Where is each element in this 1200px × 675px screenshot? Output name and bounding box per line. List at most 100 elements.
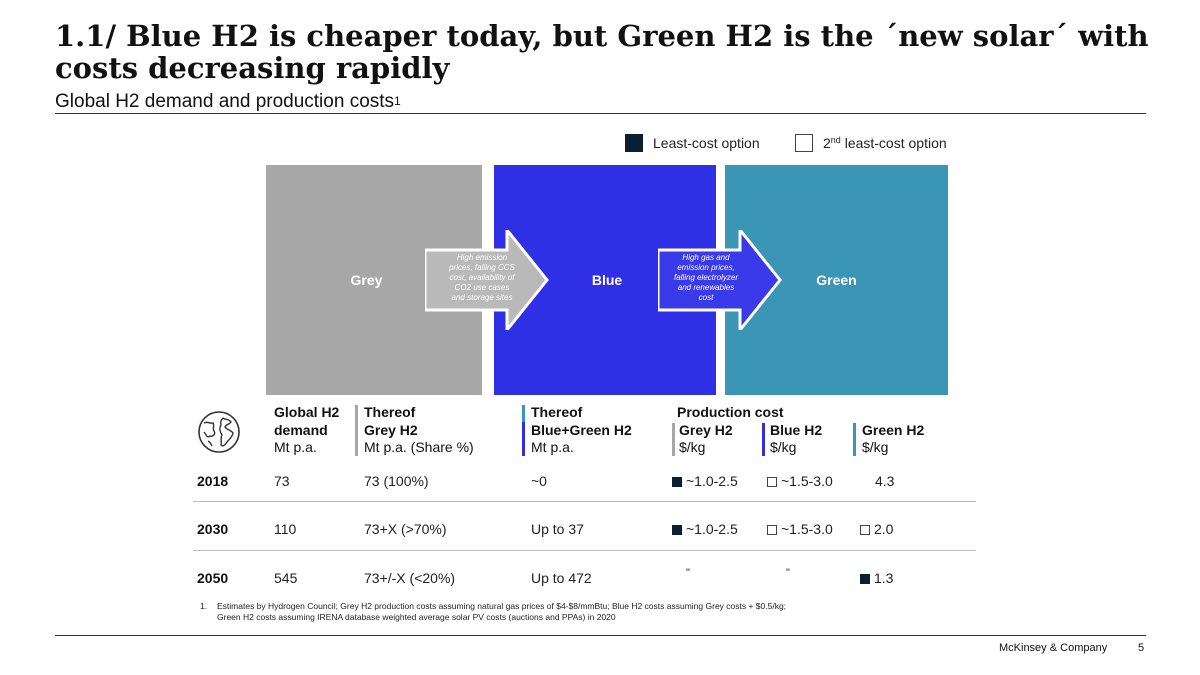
transition-line: prices, falling CCS <box>449 263 515 272</box>
header-thereof-grey: Thereof Grey H2 Mt p.a. (Share %) <box>364 404 474 457</box>
cell-blue-cost: " <box>786 567 790 579</box>
footnote-line: Estimates by Hydrogen Council; Grey H2 p… <box>217 601 787 611</box>
cell-grey-cost-value: ~1.0-2.5 <box>686 473 738 489</box>
page-number: 5 <box>1138 642 1145 654</box>
legend-least-cost-label: Least-cost option <box>653 135 760 151</box>
transition-line: falling electrolyzer <box>673 273 739 282</box>
cell-blue-cost: ~1.5-3.0 <box>767 521 833 537</box>
header-line: Mt p.a. (Share %) <box>364 439 474 455</box>
footnote: 1. Estimates by Hydrogen Council; Grey H… <box>200 601 920 622</box>
globe-icon <box>198 411 240 453</box>
bottom-divider <box>55 635 1146 636</box>
row-year: 2018 <box>197 473 229 489</box>
header-production-cost: Production cost <box>677 404 784 422</box>
cell-grey: 73+X (>70%) <box>364 521 447 537</box>
cell-bluegreen: ~0 <box>531 473 547 489</box>
row-divider <box>193 550 976 551</box>
footnote-line: Green H2 costs assuming IRENA database w… <box>217 611 616 622</box>
arrow-grey-to-blue-icon <box>425 230 549 330</box>
transition-line: and storage sites <box>451 293 513 302</box>
transition-line: cost <box>698 293 714 302</box>
empty-square-icon <box>860 525 870 535</box>
empty-square-icon <box>767 525 777 535</box>
cell-demand: 545 <box>274 570 298 586</box>
transition-line: emission prices, <box>677 263 735 272</box>
header-line: Green H2 <box>862 421 925 438</box>
header-line: Mt p.a. <box>531 439 574 455</box>
brand-name: McKinsey & Company <box>999 642 1108 654</box>
cell-blue-cost-value: " <box>786 567 790 579</box>
transition-line: cost, availability of <box>449 273 515 282</box>
slide-title: 1.1/ Blue H2 is cheaper today, but Green… <box>55 19 1149 85</box>
cell-grey: 73 (100%) <box>364 473 429 489</box>
legend-second-label: 2nd least-cost option <box>823 135 947 151</box>
row-divider <box>193 501 976 502</box>
header-line: Grey H2 <box>679 421 733 438</box>
header-line: $/kg <box>770 439 797 455</box>
cell-blue-cost-value: ~1.5-3.0 <box>781 521 833 537</box>
row-year: 2030 <box>197 521 229 537</box>
cell-grey-cost: ~1.0-2.5 <box>672 473 738 489</box>
cell-grey: 73+/-X (<20%) <box>364 570 456 586</box>
header-bar-bluegreen-top <box>522 405 525 422</box>
cell-green-cost: 2.0 <box>860 521 893 537</box>
header-line: Thereof <box>531 404 583 420</box>
cell-blue-cost: ~1.5-3.0 <box>767 473 833 489</box>
transition-line: High emission <box>456 253 508 262</box>
footnote-number: 1. <box>200 601 208 611</box>
cell-demand: 110 <box>274 521 297 537</box>
header-bar-grey-cost <box>672 423 675 456</box>
legend-second-sup: nd <box>830 135 841 145</box>
row-year: 2050 <box>197 570 229 586</box>
cell-grey-cost-value: " <box>686 567 690 579</box>
header-bar-green-cost <box>853 423 856 456</box>
header-bar-blue-cost <box>762 423 765 456</box>
panel-grey-label: Grey <box>350 272 383 288</box>
cell-green-cost: 1.3 <box>860 570 893 586</box>
header-line: Global H2 <box>274 404 340 420</box>
header-line: $/kg <box>862 439 889 455</box>
transition-text-blue-to-green: High gas and emission prices, falling el… <box>661 253 751 303</box>
subtitle-text: Global H2 demand and production costs <box>55 91 395 112</box>
header-grey-cost: Grey H2 $/kg <box>679 422 733 457</box>
header-line: Mt p.a. <box>274 439 317 455</box>
cell-green-cost: 4.3 <box>875 473 894 489</box>
top-divider <box>55 113 1146 114</box>
panel-green-label: Green <box>816 272 857 288</box>
legend-second-prefix: 2 <box>823 135 831 151</box>
cell-demand: 73 <box>274 473 290 489</box>
header-line: Grey H2 <box>364 421 418 438</box>
header-line: Production cost <box>677 404 784 420</box>
transition-line: CO2 use cases <box>454 283 510 292</box>
transition-text-grey-to-blue: High emission prices, falling CCS cost, … <box>432 253 532 303</box>
cell-bluegreen: Up to 472 <box>531 570 592 586</box>
cell-grey-cost: ~1.0-2.5 <box>672 521 738 537</box>
header-line: Blue+Green H2 <box>531 421 632 438</box>
filled-square-icon <box>625 134 643 152</box>
header-bar-grey <box>355 405 358 456</box>
header-line: $/kg <box>679 439 706 455</box>
cell-grey-cost-value: ~1.0-2.5 <box>686 521 738 537</box>
cell-blue-cost-value: ~1.5-3.0 <box>781 473 833 489</box>
filled-square-icon <box>672 477 682 487</box>
transition-line: High gas and <box>682 253 730 262</box>
empty-square-icon <box>795 134 813 152</box>
cell-bluegreen: Up to 37 <box>531 521 584 537</box>
header-line: Blue H2 <box>770 421 823 438</box>
cell-green-cost-value: 1.3 <box>874 570 894 586</box>
header-line: Thereof <box>364 404 416 420</box>
filled-square-icon <box>672 525 682 535</box>
legend-second-suffix: least-cost option <box>840 135 947 151</box>
panel-blue-label: Blue <box>591 272 623 288</box>
cell-grey-cost: " <box>686 567 690 579</box>
header-bar-bluegreen-bottom <box>522 422 525 456</box>
subtitle-footnote-ref: 1 <box>394 94 401 108</box>
empty-square-icon <box>767 477 777 487</box>
header-blue-cost: Blue H2 $/kg <box>770 422 822 457</box>
cell-green-cost-value: 4.3 <box>875 473 895 489</box>
legend-least-cost: Least-cost option <box>625 134 760 152</box>
header-line: demand <box>274 421 328 438</box>
slide-subtitle: Global H2 demand and production costs1 <box>55 91 401 114</box>
arrow-blue-to-green-icon <box>658 230 782 330</box>
legend-second-least-cost: 2nd least-cost option <box>795 134 947 152</box>
